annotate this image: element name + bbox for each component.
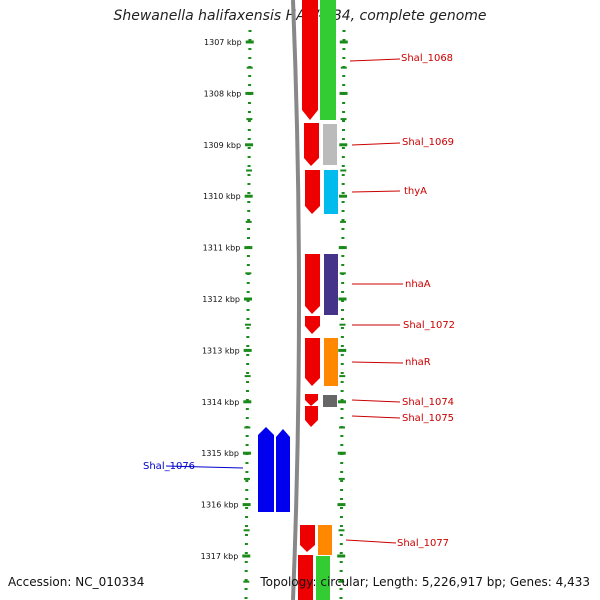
gene-label[interactable]: Shal_1068 xyxy=(401,53,453,64)
cds-feature[interactable] xyxy=(305,170,320,206)
cds-feature[interactable] xyxy=(305,326,320,334)
scale-ring-right xyxy=(339,29,346,600)
scale-ring-left xyxy=(244,29,252,600)
cds-feature[interactable] xyxy=(305,400,318,406)
cog-feature[interactable] xyxy=(318,525,332,555)
gene-label[interactable]: Shal_1069 xyxy=(402,137,454,148)
cds-feature[interactable] xyxy=(300,525,315,545)
gene-label[interactable]: Shal_1074 xyxy=(402,397,454,408)
cog-feature[interactable] xyxy=(316,556,330,600)
scale-label: 1310 kbp xyxy=(203,192,241,201)
cds-feature[interactable] xyxy=(276,429,290,512)
scale-label: 1317 kbp xyxy=(201,552,239,561)
cds-feature[interactable] xyxy=(300,545,315,552)
gene-label[interactable]: Shal_1076 xyxy=(143,461,195,472)
cds-feature[interactable] xyxy=(305,378,320,386)
gene-label[interactable]: nhaR xyxy=(405,357,431,368)
cds-feature[interactable] xyxy=(305,338,320,378)
cds-feature[interactable] xyxy=(304,158,319,166)
cds-feature[interactable] xyxy=(302,0,318,110)
backbone-ring xyxy=(291,0,301,600)
scale-label: 1315 kbp xyxy=(201,449,239,458)
cds-feature[interactable] xyxy=(305,406,318,420)
cog-feature[interactable] xyxy=(323,395,337,407)
scale-ticks xyxy=(242,40,348,583)
cds-feature[interactable] xyxy=(305,316,320,326)
label-leaders xyxy=(165,58,404,544)
gene-label[interactable]: nhaA xyxy=(405,279,431,290)
gene-label[interactable]: thyA xyxy=(404,186,427,197)
gene-labels: Shal_1068 Shal_1069 thyA nhaA Shal_1072 … xyxy=(143,53,455,549)
scale-label: 1313 kbp xyxy=(202,346,240,355)
scale-label: 1314 kbp xyxy=(202,398,240,407)
cds-feature[interactable] xyxy=(302,110,318,120)
scale-labels: 1307 kbp 1308 kbp 1309 kbp 1310 kbp 1311 kbp… xyxy=(201,38,242,561)
cds-feature[interactable] xyxy=(258,427,274,512)
cds-feature[interactable] xyxy=(305,420,318,427)
scale-label: 1316 kbp xyxy=(201,501,239,510)
cog-track xyxy=(316,0,338,600)
scale-label: 1308 kbp xyxy=(204,89,242,98)
scale-label: 1311 kbp xyxy=(203,244,241,253)
cds-feature[interactable] xyxy=(305,394,318,400)
accession-label: Accession: NC_010334 xyxy=(8,575,145,589)
gene-label[interactable]: Shal_1075 xyxy=(402,413,454,424)
cog-feature[interactable] xyxy=(323,124,337,165)
topology-label: Topology: circular; Length: 5,226,917 bp… xyxy=(260,575,590,589)
reverse-cds-track xyxy=(258,427,290,512)
cds-feature[interactable] xyxy=(305,254,320,306)
cds-feature[interactable] xyxy=(298,555,313,600)
gene-label[interactable]: Shal_1077 xyxy=(397,538,449,549)
map-title: Shewanella halifaxensis HAW-EB4, complet… xyxy=(113,8,487,24)
scale-label: 1309 kbp xyxy=(203,141,241,150)
cog-feature[interactable] xyxy=(324,170,338,214)
cog-feature[interactable] xyxy=(324,254,338,315)
gene-label[interactable]: Shal_1072 xyxy=(403,320,455,331)
cds-feature[interactable] xyxy=(304,123,319,158)
cds-track xyxy=(298,0,320,600)
scale-label: 1312 kbp xyxy=(202,295,240,304)
cds-feature[interactable] xyxy=(305,306,320,314)
scale-label: 1307 kbp xyxy=(204,38,242,47)
cds-feature[interactable] xyxy=(305,206,320,214)
cog-feature[interactable] xyxy=(320,0,336,120)
cog-feature[interactable] xyxy=(324,338,338,386)
